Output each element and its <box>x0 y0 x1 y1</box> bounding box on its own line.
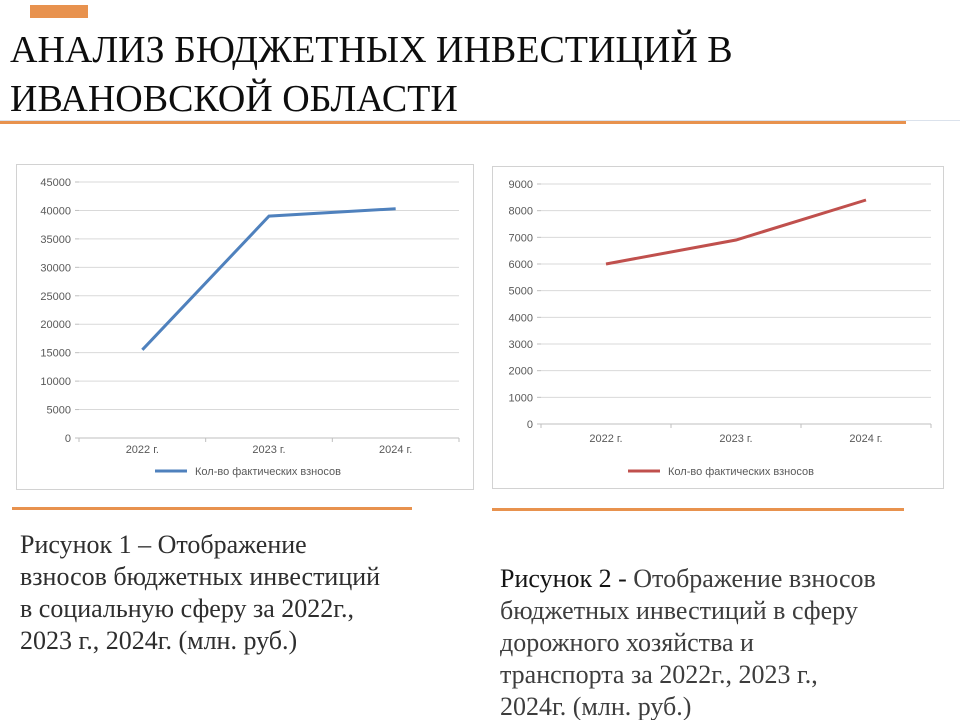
y-tick-label: 6000 <box>509 259 533 271</box>
y-tick-label: 45000 <box>40 177 71 189</box>
y-tick-label: 15000 <box>40 348 71 360</box>
figure2-caption-text: Отображение взносов бюджетных инвестиций… <box>500 564 876 720</box>
y-tick-label: 25000 <box>40 291 71 303</box>
x-tick-label: 2024 г. <box>379 444 412 456</box>
page-title: АНАЛИЗ БЮДЖЕТНЫХ ИНВЕСТИЦИЙ В ИВАНОВСКОЙ… <box>10 29 733 120</box>
y-tick-label: 30000 <box>40 262 71 274</box>
x-tick-label: 2022 г. <box>126 444 159 456</box>
figure2-chart: 0 1000 2000 3000 4000 5000 6000 7000 8000 9000 202… <box>492 166 944 489</box>
legend-label: Кол-во фактических взносов <box>668 466 814 478</box>
x-tick-label: 2022 г. <box>589 433 622 445</box>
y-tick-label: 10000 <box>40 376 71 388</box>
figure1-caption: Рисунок 1 – Отображение взносов бюджетны… <box>20 530 381 655</box>
y-tick-label: 5000 <box>47 405 71 417</box>
y-tick-label: 35000 <box>40 234 71 246</box>
figure2-caption-rule <box>492 508 904 511</box>
y-tick-label: 3000 <box>509 339 533 351</box>
legend-label: Кол-во фактических взносов <box>195 466 341 478</box>
y-tick-label: 40000 <box>40 205 71 217</box>
x-tick-label: 2023 г. <box>719 433 752 445</box>
data-line <box>605 198 867 266</box>
title-underline <box>0 121 906 124</box>
accent-badge <box>30 5 88 18</box>
data-line <box>141 207 396 351</box>
y-tick-label: 0 <box>527 419 533 431</box>
y-tick-label: 7000 <box>509 232 533 244</box>
y-tick-label: 8000 <box>509 206 533 218</box>
y-tick-label: 0 <box>65 433 71 445</box>
y-tick-label: 2000 <box>509 366 533 378</box>
figure1-line-chart: 0 5000 10000 15000 20000 25000 30000 35000 40000… <box>40 177 460 478</box>
x-tick-label: 2024 г. <box>849 433 882 445</box>
x-tick-label: 2023 г. <box>252 444 285 456</box>
title-underline-light <box>0 120 960 121</box>
y-tick-label: 4000 <box>509 312 533 324</box>
y-tick-label: 20000 <box>40 319 71 331</box>
y-tick-label: 1000 <box>509 392 533 404</box>
figure1-chart: 0 5000 10000 15000 20000 25000 30000 35000 40000… <box>16 164 474 490</box>
figure2-caption-label: Рисунок 2 - <box>500 564 634 593</box>
figure1-caption-rule <box>12 507 412 510</box>
y-tick-label: 5000 <box>509 286 533 298</box>
figure2-caption: Рисунок 2 - Отображение взносов бюджетны… <box>500 531 950 720</box>
y-tick-label: 9000 <box>509 179 533 191</box>
figure2-line-chart: 0 1000 2000 3000 4000 5000 6000 7000 8000 9000 202… <box>509 179 932 478</box>
